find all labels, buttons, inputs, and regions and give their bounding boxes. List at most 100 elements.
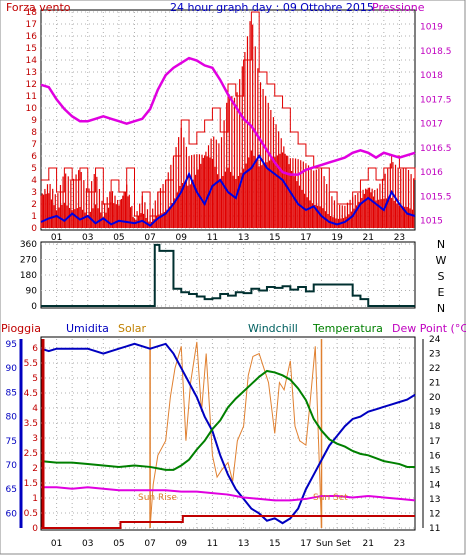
sunset-axis-label: Sun Set	[316, 539, 351, 549]
compass-label: W	[436, 254, 447, 267]
rain-tick-label: 6	[32, 344, 38, 354]
panel-thermo-frame	[40, 336, 416, 531]
pressure-tick-label: 1017	[420, 120, 443, 130]
series-layer	[40, 11, 416, 529]
hour-tick-label: 21	[363, 539, 374, 549]
wind-tick-label: 5	[31, 164, 37, 174]
sunset-label: Sun Set	[313, 493, 348, 503]
temp-tick-label: 22	[429, 364, 440, 374]
hour-tick-label: 15	[269, 539, 280, 549]
compass-label: N	[437, 238, 445, 251]
solar-line	[149, 341, 322, 529]
wind-axis-title: Forza vento	[6, 1, 71, 14]
temp-tick-label: 18	[429, 422, 441, 432]
hour-tick-label: 21	[363, 233, 374, 243]
rain-tick-label: 3.5	[24, 419, 38, 429]
hour-tick-label: 05	[113, 539, 124, 549]
pressure-axis-title: Pressione	[372, 1, 425, 14]
wind-tick-label: 6	[31, 152, 37, 162]
wind-tick-label: 0	[31, 224, 37, 234]
hour-tick-label: 23	[394, 233, 405, 243]
compass-label: E	[438, 286, 445, 299]
humidity-tick-label: 65	[6, 485, 17, 495]
wind-tick-label: 18	[26, 8, 38, 18]
rain-line	[41, 515, 415, 529]
hour-tick-label: 19	[331, 233, 343, 243]
humidity-line	[40, 342, 416, 525]
wind-tick-label: 7	[31, 140, 37, 150]
hour-tick-label: 09	[176, 539, 188, 549]
legend-windchill: Windchill	[248, 322, 298, 335]
hour-tick-label: 03	[82, 539, 93, 549]
wind-tick-label: 12	[26, 80, 37, 90]
chart-title: 24 hour graph day : 09 Ottobre 2015	[170, 1, 374, 14]
legend-humidity: Umidita	[66, 322, 109, 335]
humidity-tick-label: 85	[6, 388, 17, 398]
wind-tick-label: 9	[31, 116, 37, 126]
temp-tick-label: 12	[429, 509, 440, 519]
direction-tick-label: 270	[20, 256, 37, 266]
temp-tick-label: 14	[429, 480, 441, 490]
hour-tick-label: 15	[269, 233, 280, 243]
temperature-line	[40, 369, 415, 471]
wind-tick-label: 2	[31, 200, 37, 210]
compass-label: N	[437, 302, 445, 315]
legend-temperature: Temperatura	[312, 322, 383, 335]
hour-tick-label: 07	[144, 233, 155, 243]
legend-solar: Solar	[118, 322, 147, 335]
humidity-tick-label: 95	[6, 340, 17, 350]
sunrise-label: Sun Rise	[138, 493, 177, 503]
pressure-tick-label: 1016	[420, 168, 443, 178]
direction-tick-label: 360	[20, 240, 37, 250]
wind-gust-line	[41, 11, 416, 217]
pressure-tick-label: 1015	[420, 217, 443, 227]
pressure-line	[40, 56, 416, 176]
rain-tick-label: 5.5	[24, 359, 38, 369]
legend-dew-point: Dew Point (°C)	[392, 322, 466, 335]
hour-tick-label: 17	[300, 539, 311, 549]
wind-tick-label: 14	[26, 56, 38, 66]
humidity-tick-label: 80	[6, 413, 18, 423]
pressure-tick-label: 1018	[420, 71, 443, 81]
wind-tick-label: 4	[31, 176, 37, 186]
pressure-tick-label: 1017.5	[420, 95, 452, 105]
direction-tick-label: 90	[26, 287, 38, 297]
hour-tick-label: 11	[207, 539, 218, 549]
hour-tick-label: 17	[300, 233, 311, 243]
rain-tick-label: 2	[32, 464, 38, 474]
wind-avg-line	[40, 154, 416, 227]
temp-tick-label: 13	[429, 495, 440, 505]
humidity-tick-label: 75	[6, 437, 17, 447]
pressure-tick-label: 1018.5	[420, 47, 452, 57]
humidity-tick-label: 70	[6, 461, 18, 471]
hour-tick-label: 01	[51, 539, 62, 549]
rain-tick-label: 2.5	[24, 449, 38, 459]
hour-tick-label: 23	[394, 539, 405, 549]
rain-tick-label: 1	[32, 494, 38, 504]
wind-tick-label: 16	[26, 32, 38, 42]
hour-tick-label: 11	[207, 233, 218, 243]
rain-tick-label: 5	[32, 374, 38, 384]
temp-tick-label: 24	[429, 335, 441, 345]
humidity-tick-label: 90	[6, 364, 18, 374]
temp-tick-label: 19	[429, 408, 441, 418]
temp-tick-label: 11	[429, 524, 440, 534]
wind-tick-label: 3	[31, 188, 37, 198]
pressure-tick-label: 1019	[420, 23, 443, 33]
hour-tick-label: 09	[176, 233, 188, 243]
direction-line	[41, 243, 415, 307]
wind-tick-label: 11	[26, 92, 37, 102]
rain-tick-label: 4.5	[24, 389, 38, 399]
hour-tick-label: 13	[238, 539, 249, 549]
wind-tick-label: 8	[31, 128, 37, 138]
wind-tick-label: 1	[31, 212, 37, 222]
temp-tick-label: 23	[429, 350, 440, 360]
rain-tick-label: 3	[32, 434, 38, 444]
hour-tick-label: 05	[113, 233, 124, 243]
wind-tick-label: 13	[26, 68, 37, 78]
pressure-tick-label: 1015.5	[420, 192, 452, 202]
compass-label: S	[438, 270, 445, 283]
